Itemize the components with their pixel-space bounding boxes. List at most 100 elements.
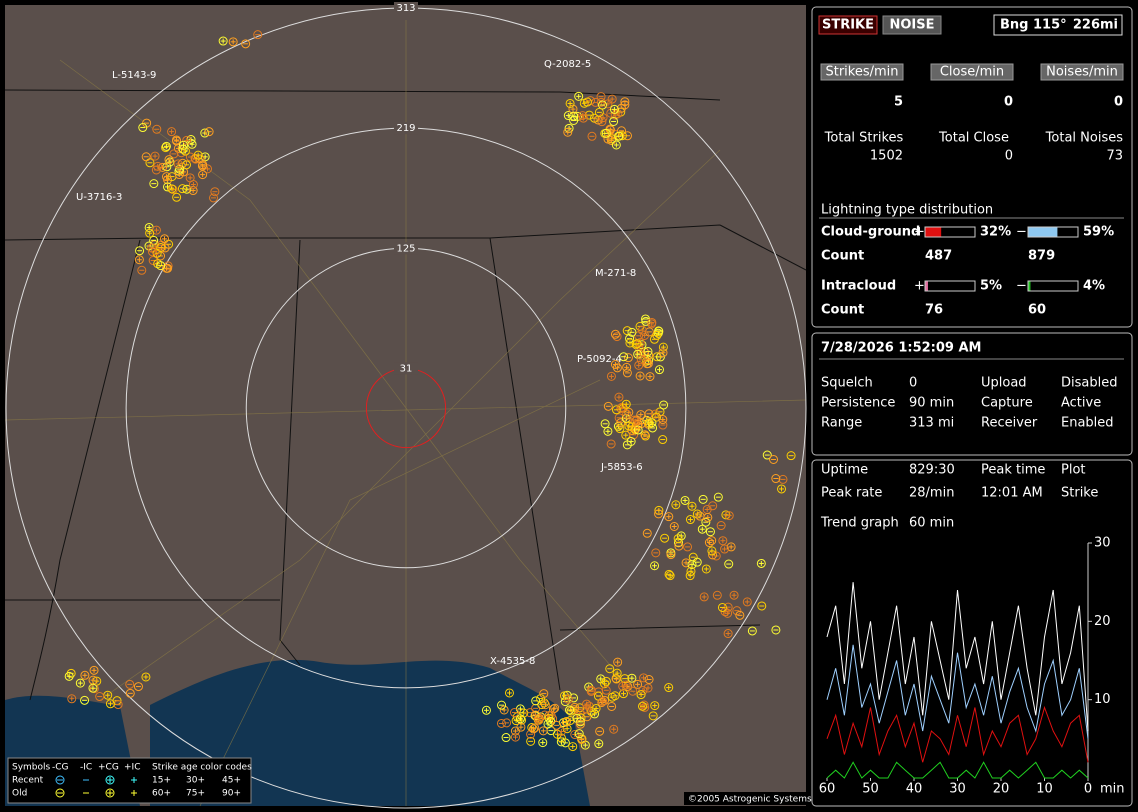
legend-box	[7, 757, 252, 804]
strike-ring	[616, 103, 626, 113]
strike-ring	[568, 104, 578, 114]
strike-ring	[198, 170, 208, 180]
trend-line	[826, 644, 1089, 739]
strike-marker	[80, 670, 90, 680]
strike-marker	[621, 680, 631, 690]
strike-ring	[528, 724, 538, 734]
strike-ring	[685, 515, 695, 525]
strike-ring	[650, 701, 660, 711]
strike-marker	[610, 329, 620, 339]
strike-ring	[570, 730, 580, 740]
strike-button-label: STRIKE	[822, 18, 874, 33]
strike-ring	[218, 36, 228, 46]
strike-marker	[652, 412, 662, 422]
strike-marker	[671, 500, 681, 510]
strike-marker	[658, 435, 668, 445]
strike-ring	[724, 511, 734, 521]
strike-marker	[707, 536, 717, 546]
strike-marker	[692, 557, 702, 567]
strike-ring	[624, 421, 634, 431]
legend-symbol-ring	[55, 788, 65, 798]
strike-ring	[778, 474, 788, 484]
strike-marker	[606, 439, 616, 449]
strike-marker	[141, 672, 151, 682]
strike-ring	[647, 317, 657, 327]
total-value: 73	[1106, 149, 1123, 164]
strike-ring	[621, 399, 631, 409]
strike-marker	[724, 511, 734, 521]
strike-marker	[683, 542, 693, 552]
strike-ring	[569, 115, 579, 125]
strike-ring	[630, 416, 640, 426]
strike-marker	[644, 675, 654, 685]
strike-ring	[756, 558, 766, 568]
strike-ring	[698, 494, 708, 504]
strike-marker	[607, 701, 617, 711]
strike-marker	[707, 546, 717, 556]
strike-ring	[786, 451, 796, 461]
strike-marker	[565, 98, 575, 108]
strike-ring	[548, 704, 558, 714]
strike-ring	[644, 418, 654, 428]
stat-value: 60 min	[909, 516, 954, 531]
ring-label: 219	[396, 123, 415, 134]
minus-count: 60	[1028, 303, 1046, 318]
strike-ring	[622, 440, 632, 450]
strike-marker	[622, 440, 632, 450]
storm-label: Q-2082-5	[544, 59, 591, 70]
strike-marker	[708, 501, 718, 511]
strike-marker	[614, 131, 624, 141]
total-value: 1502	[870, 149, 903, 164]
noise-button[interactable]	[882, 15, 942, 35]
legend-symbol-ring	[55, 775, 65, 785]
strike-ring	[533, 714, 543, 724]
strike-ring	[627, 673, 637, 683]
percent-label: 32%	[980, 225, 1011, 240]
stat-value: 28/min	[909, 486, 954, 501]
strike-ring	[499, 705, 509, 715]
strike-ring	[586, 685, 596, 695]
bearing: Bng 115°	[1000, 18, 1067, 33]
rate-header-bg	[1040, 63, 1124, 81]
bar-track	[924, 226, 976, 238]
stats-panel	[811, 459, 1133, 807]
strike-ring	[603, 134, 613, 144]
strike-ring	[150, 151, 160, 161]
strike-ring	[742, 597, 752, 607]
bar-fill	[1028, 281, 1031, 291]
strike-ring	[546, 711, 556, 721]
strike-ring	[713, 492, 723, 502]
strike-marker	[771, 625, 781, 635]
strike-ring	[145, 228, 155, 238]
strike-marker	[563, 127, 573, 137]
strike-marker	[159, 234, 169, 244]
strike-marker	[600, 679, 610, 689]
strike-button[interactable]	[818, 15, 878, 35]
strike-marker	[185, 173, 195, 183]
strike-ring	[616, 418, 626, 428]
strike-marker	[628, 686, 638, 696]
strike-ring	[80, 695, 90, 705]
strike-marker	[642, 528, 652, 538]
strike-marker	[609, 116, 619, 126]
strike-marker	[622, 326, 632, 336]
strike-marker	[625, 338, 635, 348]
strike-ring	[610, 110, 620, 120]
strike-ring	[648, 423, 658, 433]
legend-age: 75+	[186, 789, 205, 799]
strike-marker	[594, 107, 604, 117]
ring-label: 313	[396, 3, 415, 14]
strike-marker	[613, 657, 623, 667]
counters-panel	[811, 6, 1133, 328]
strike-marker	[552, 720, 562, 730]
strike-marker	[556, 726, 566, 736]
strike-marker	[654, 326, 664, 336]
strike-ring	[144, 241, 154, 251]
strike-ring	[611, 405, 621, 415]
strike-marker	[156, 261, 166, 271]
strike-ring	[550, 703, 560, 713]
strike-ring	[135, 246, 145, 256]
strike-ring	[612, 668, 622, 678]
strike-ring	[720, 544, 730, 554]
strike-ring	[687, 501, 697, 511]
